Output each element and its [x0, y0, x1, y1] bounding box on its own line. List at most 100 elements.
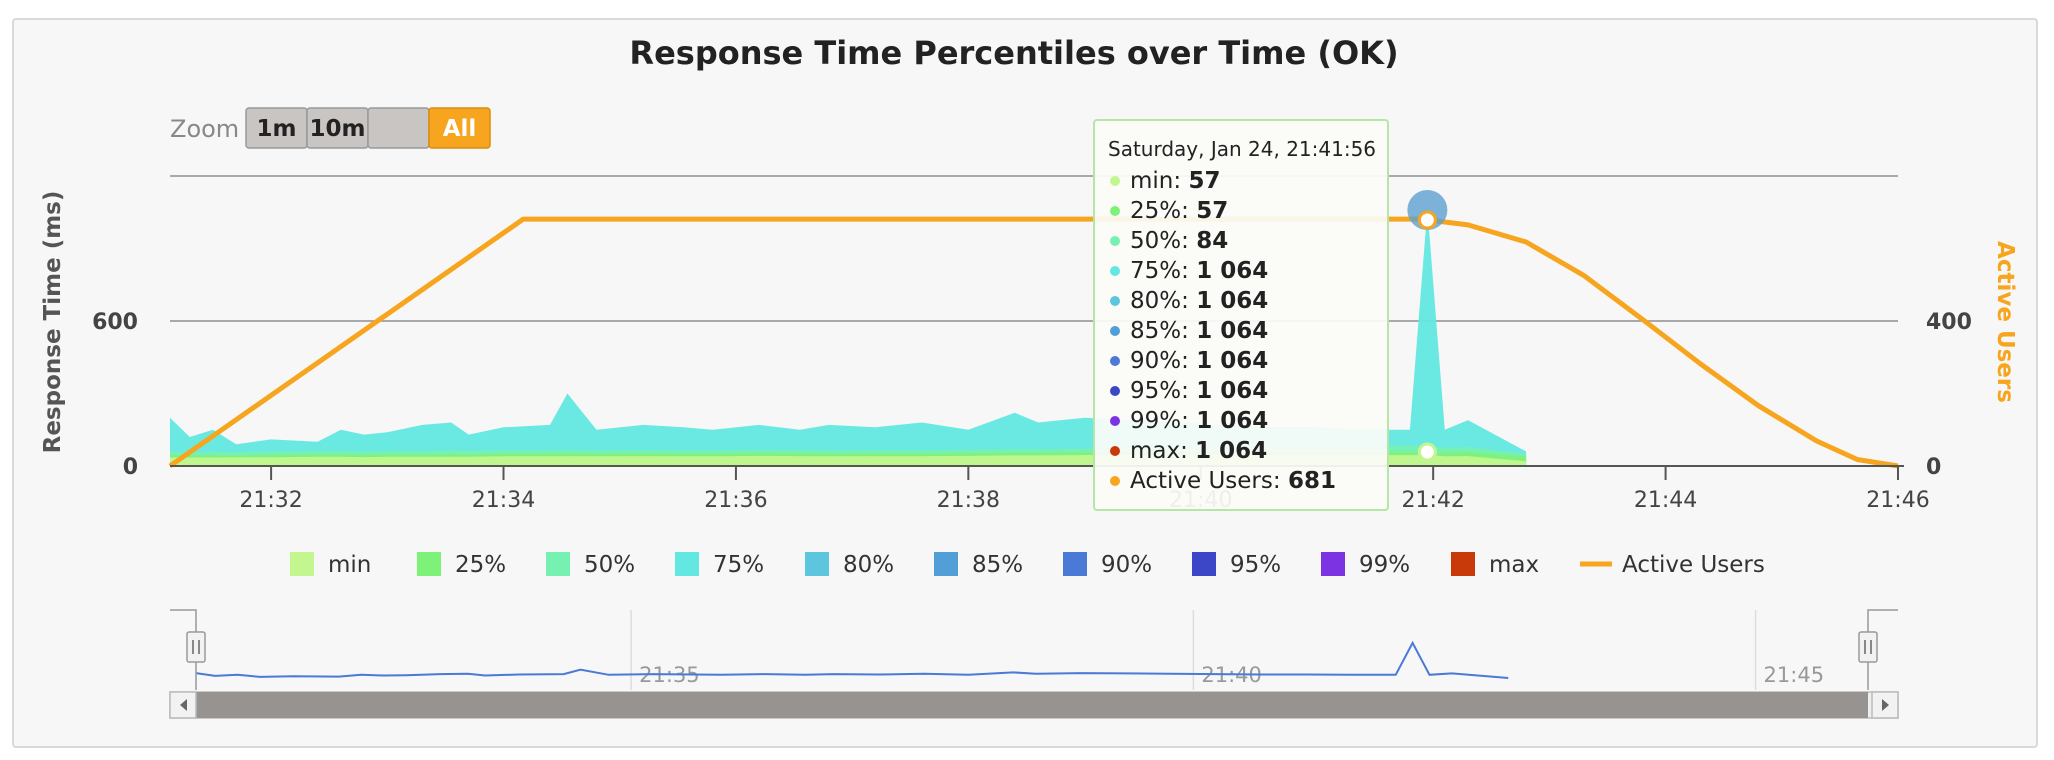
zoom-button-label: 10m: [310, 116, 366, 142]
legend: min 25% 50% 75% 80% 85% 90% 95% 99% max Active Use…: [290, 552, 1765, 578]
legend-label: 90%: [1101, 552, 1152, 578]
legend-swatch: [934, 552, 958, 576]
tooltip-row-label: max:: [1130, 438, 1195, 464]
tooltip-row: 25%: 57: [1130, 198, 1228, 224]
x-tick-label: 21:42: [1401, 488, 1464, 513]
tooltip-marker: [1110, 326, 1120, 336]
tooltip-marker: [1110, 176, 1120, 186]
tooltip-marker: [1110, 386, 1120, 396]
navigator-tick-label: 21:45: [1764, 663, 1825, 687]
legend-swatch: [546, 552, 570, 576]
legend-item-25-[interactable]: 25%: [417, 552, 506, 578]
legend-label: 95%: [1230, 552, 1281, 578]
zoom-button-1m[interactable]: 1m: [245, 107, 308, 149]
y2-axis-title: Active Users: [1992, 241, 2018, 403]
x-tick-label: 21:46: [1866, 488, 1929, 513]
tooltip-row: Active Users: 681: [1130, 468, 1336, 494]
tooltip: Saturday, Jan 24, 21:41:56 min: 57 25%: 57…: [1093, 119, 1448, 511]
tooltip-row: min: 57: [1130, 168, 1220, 194]
legend-item-75-[interactable]: 75%: [675, 552, 764, 578]
x-tick-label: 21:38: [937, 488, 1000, 513]
x-tick-label: 21:44: [1634, 488, 1697, 513]
scrollbar-thumb[interactable]: [196, 692, 1868, 718]
tooltip-row-label: Active Users:: [1130, 468, 1288, 494]
grid-lines: [170, 175, 1898, 322]
tooltip-row-value: 57: [1188, 168, 1220, 194]
handle-body: [1858, 631, 1878, 663]
y2-tick-label: 0: [1926, 455, 1941, 480]
legend-swatch: [1192, 552, 1216, 576]
chart-title: Response Time Percentiles over Time (OK): [629, 34, 1398, 72]
tooltip-row: 90%: 1 064: [1130, 348, 1268, 374]
tooltip-row-label: 50%:: [1130, 228, 1196, 254]
tooltip-row-label: 99%:: [1130, 408, 1196, 434]
legend-item-85-[interactable]: 85%: [934, 552, 1023, 578]
area-75-percent: [170, 208, 1527, 466]
zoom-button-10m[interactable]: 10m: [306, 107, 369, 149]
legend-label: 75%: [713, 552, 764, 578]
legend-item-50-[interactable]: 50%: [546, 552, 635, 578]
zoom-controls: Zoom 1m 10m All: [170, 107, 491, 149]
tooltip-row: 99%: 1 064: [1130, 408, 1268, 434]
handle-body: [186, 631, 206, 663]
legend-label: 50%: [584, 552, 635, 578]
tooltip-marker: [1110, 446, 1120, 456]
legend-item-max[interactable]: max: [1451, 552, 1539, 578]
legend-item-95-[interactable]: 95%: [1192, 552, 1281, 578]
x-tick-label: 21:34: [472, 488, 535, 513]
legend-item-active-users[interactable]: Active Users: [1580, 552, 1765, 578]
legend-swatch: [417, 552, 441, 576]
hover-point-min: [1417, 442, 1437, 462]
legend-label: 99%: [1359, 552, 1410, 578]
legend-item-80-[interactable]: 80%: [805, 552, 894, 578]
tooltip-marker: [1110, 296, 1120, 306]
scroll-left-button[interactable]: [169, 691, 197, 719]
legend-item-90-[interactable]: 90%: [1063, 552, 1152, 578]
legend-label: 85%: [972, 552, 1023, 578]
tooltip-row: 95%: 1 064: [1130, 378, 1268, 404]
tooltip-row-label: 75%:: [1130, 258, 1196, 284]
navigator-right-handle[interactable]: [1858, 631, 1878, 663]
x-tick-label: 21:32: [239, 488, 302, 513]
tooltip-row: max: 1 064: [1130, 438, 1267, 464]
tooltip-row-label: 90%:: [1130, 348, 1196, 374]
zoom-button-bg: [428, 107, 491, 149]
tooltip-row-label: 95%:: [1130, 378, 1196, 404]
legend-label: max: [1489, 552, 1539, 578]
tooltip-row: 85%: 1 064: [1130, 318, 1268, 344]
x-tick-label: 21:36: [704, 488, 767, 513]
tooltip-row: 75%: 1 064: [1130, 258, 1268, 284]
navigator-left-handle[interactable]: [186, 631, 206, 663]
zoom-label: Zoom: [170, 115, 239, 143]
legend-item-min[interactable]: min: [290, 552, 371, 578]
zoom-button-all[interactable]: All: [428, 107, 491, 149]
tooltip-marker: [1110, 356, 1120, 366]
tooltip-row-value: 1 064: [1196, 348, 1268, 374]
legend-item-99-[interactable]: 99%: [1321, 552, 1410, 578]
tooltip-marker: [1110, 236, 1120, 246]
y-tick-label: 0: [123, 455, 138, 480]
tooltip-marker: [1110, 266, 1120, 276]
tooltip-header: Saturday, Jan 24, 21:41:56: [1108, 137, 1376, 161]
tooltip-row-value: 1 064: [1196, 378, 1268, 404]
tooltip-row-value: 84: [1196, 228, 1228, 254]
navigator-scrollbar[interactable]: [169, 691, 1899, 719]
legend-label: min: [328, 552, 371, 578]
tooltip-row-value: 1 064: [1196, 258, 1268, 284]
legend-swatch: [1063, 552, 1087, 576]
tooltip-row-value: 1 064: [1196, 288, 1268, 314]
zoom-button-blank[interactable]: [367, 107, 430, 149]
legend-swatch: [1451, 552, 1475, 576]
tooltip-row-value: 1 064: [1195, 438, 1267, 464]
legend-swatch: [805, 552, 829, 576]
navigator-outline: [170, 609, 1898, 690]
chevron-left-icon: [180, 699, 187, 711]
y-tick-label: 600: [92, 310, 138, 335]
hover-point-active-users: [1417, 210, 1437, 230]
zoom-button-bg: [367, 107, 430, 149]
legend-swatch: [675, 552, 699, 576]
scroll-right-button[interactable]: [1871, 691, 1899, 719]
y-axis-title: Response Time (ms): [40, 191, 66, 454]
